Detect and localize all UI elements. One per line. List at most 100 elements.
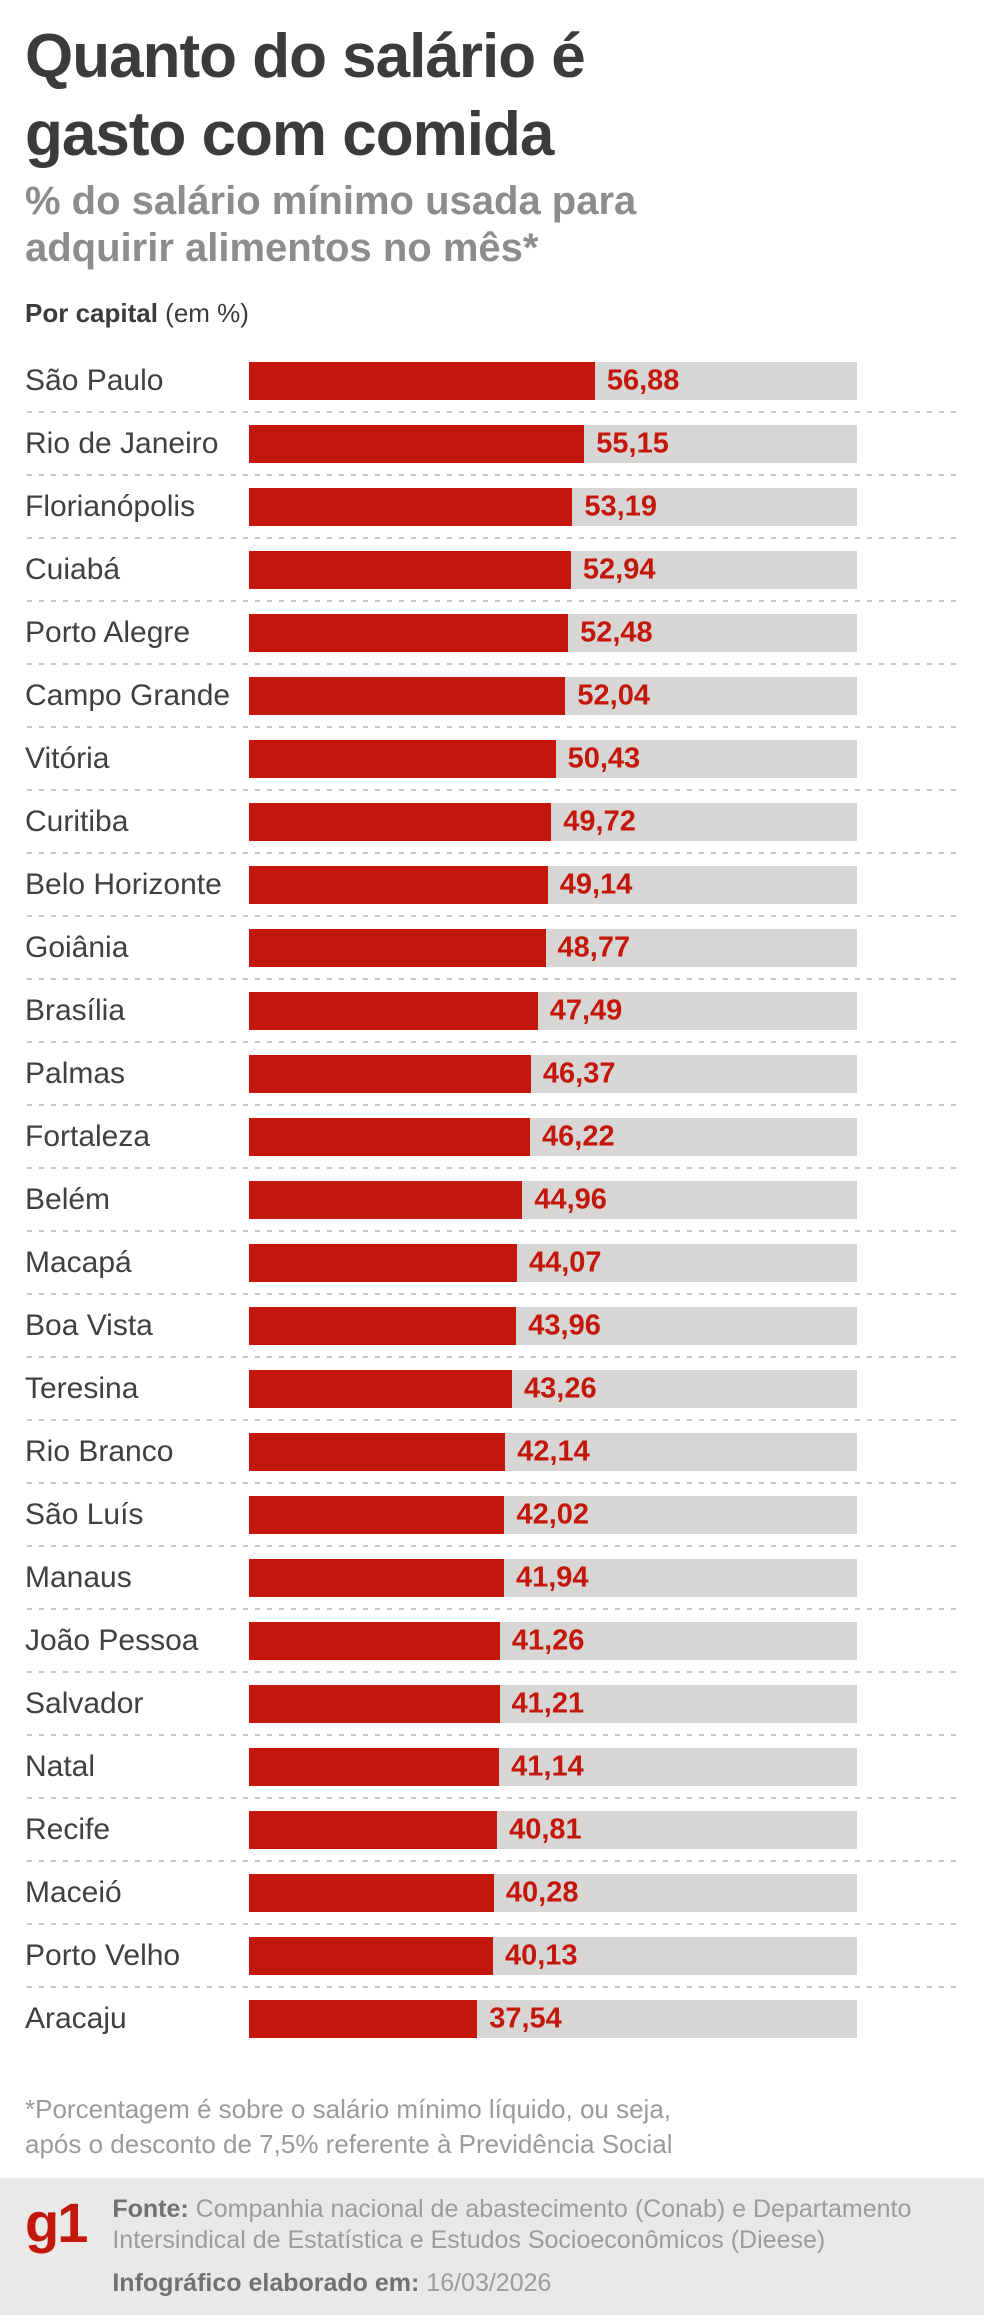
page-subtitle-line1: % do salário mínimo usada para bbox=[25, 179, 637, 223]
bar-value: 52,04 bbox=[577, 679, 650, 711]
page-subtitle: % do salário mínimo usada para adquirir … bbox=[25, 178, 984, 272]
bar-value: 40,81 bbox=[509, 1813, 582, 1845]
bar-track: 41,26 bbox=[249, 1621, 857, 1660]
elaborated-label: Infográfico elaborado em: bbox=[112, 2269, 420, 2297]
bar-label: Teresina bbox=[25, 1371, 139, 1405]
bar-value: 52,94 bbox=[582, 553, 656, 585]
bar-row: Fortaleza 46,22 bbox=[25, 1105, 984, 1169]
bar-row: Goiânia 48,77 bbox=[25, 916, 984, 980]
bar-fill bbox=[249, 928, 546, 967]
unit-label-bold: Por capital bbox=[25, 298, 158, 328]
bar-row: Porto Alegre 52,48 bbox=[25, 601, 984, 665]
bar-label: Boa Vista bbox=[25, 1308, 153, 1342]
bar-label: Belo Horizonte bbox=[25, 867, 222, 901]
bar-row: São Luís 42,02 bbox=[25, 1483, 984, 1547]
bar-track: 46,37 bbox=[249, 1054, 857, 1093]
bar-fill bbox=[249, 1306, 517, 1345]
bar-track: 42,02 bbox=[249, 1495, 857, 1534]
bar-fill bbox=[249, 1810, 498, 1849]
source-label: Fonte: bbox=[112, 2195, 189, 2223]
bar-chart: São Paulo 56,88 Rio de Janeiro 55,15 Flo… bbox=[25, 349, 984, 2050]
bar-track: 52,94 bbox=[249, 550, 857, 589]
bar-value: 43,96 bbox=[528, 1309, 601, 1341]
bar-value: 44,07 bbox=[528, 1246, 602, 1278]
bar-fill bbox=[249, 550, 571, 589]
bar-track: 42,14 bbox=[249, 1432, 857, 1471]
bar-label: Porto Velho bbox=[25, 1938, 181, 1972]
bar-label: Salvador bbox=[25, 1686, 144, 1720]
bar-row: Palmas 46,37 bbox=[25, 1042, 984, 1106]
bar-label: Maceió bbox=[25, 1875, 122, 1909]
footnote-line2: após o desconto de 7,5% referente à Prev… bbox=[25, 2129, 673, 2159]
bar-label: João Pessoa bbox=[25, 1623, 199, 1657]
bar-fill bbox=[249, 1684, 500, 1723]
bar-track: 40,28 bbox=[249, 1873, 857, 1912]
footnote: *Porcentagem é sobre o salário mínimo lí… bbox=[25, 2092, 984, 2162]
bar-row: Teresina 43,26 bbox=[25, 1357, 984, 1421]
bar-label: Manaus bbox=[25, 1560, 132, 1594]
bar-value: 40,28 bbox=[505, 1876, 579, 1908]
bar-label: Curitiba bbox=[25, 804, 129, 838]
bar-track: 50,43 bbox=[249, 739, 857, 778]
bar-value: 49,14 bbox=[559, 868, 633, 900]
bar-label: Aracaju bbox=[25, 2001, 127, 2035]
page-title-line1: Quanto do salário é bbox=[25, 22, 586, 91]
bar-value: 47,49 bbox=[549, 994, 623, 1026]
bar-label: São Paulo bbox=[25, 363, 164, 397]
bar-value: 41,26 bbox=[511, 1624, 585, 1656]
bar-row: São Paulo 56,88 bbox=[25, 349, 984, 413]
bar-label: Florianópolis bbox=[25, 489, 196, 523]
footer-band: g1 Fonte: Companhia nacional de abasteci… bbox=[0, 2178, 984, 2315]
page-title-line2: gasto com comida bbox=[25, 100, 554, 169]
elaborated-date: 16/03/2026 bbox=[419, 2269, 552, 2297]
bar-track: 49,14 bbox=[249, 865, 857, 904]
bar-value: 52,48 bbox=[580, 616, 653, 648]
bar-row: Vitória 50,43 bbox=[25, 727, 984, 791]
bar-value: 41,94 bbox=[515, 1561, 589, 1593]
bar-fill bbox=[249, 739, 556, 778]
bar-track: 52,48 bbox=[249, 613, 857, 652]
bar-track: 43,96 bbox=[249, 1306, 857, 1345]
bar-fill bbox=[249, 1117, 531, 1156]
bar-row: Brasília 47,49 bbox=[25, 979, 984, 1043]
bar-row: Maceió 40,28 bbox=[25, 1861, 984, 1925]
bar-track: 37,54 bbox=[249, 1999, 857, 2038]
bar-track: 40,13 bbox=[249, 1936, 857, 1975]
unit-label: Por capital (em %) bbox=[25, 298, 984, 329]
bar-row: Belém 44,96 bbox=[25, 1168, 984, 1232]
bar-row: Natal 41,14 bbox=[25, 1735, 984, 1799]
bar-track: 48,77 bbox=[249, 928, 857, 967]
bar-label: Goiânia bbox=[25, 930, 129, 964]
credits: Fonte: Companhia nacional de abastecimen… bbox=[112, 2194, 959, 2299]
bar-fill bbox=[249, 424, 585, 463]
bar-value: 56,88 bbox=[606, 364, 680, 396]
bar-label: Vitória bbox=[25, 741, 110, 775]
bar-value: 41,21 bbox=[511, 1687, 585, 1719]
bar-fill bbox=[249, 1054, 531, 1093]
bar-value: 55,15 bbox=[596, 427, 669, 459]
bar-fill bbox=[249, 361, 595, 400]
bar-row: Rio de Janeiro 55,15 bbox=[25, 412, 984, 476]
bar-track: 52,04 bbox=[249, 676, 857, 715]
bar-value: 53,19 bbox=[584, 490, 657, 522]
bar-value: 42,14 bbox=[517, 1435, 590, 1467]
page-title: Quanto do salário é gasto com comida bbox=[25, 18, 984, 174]
bar-label: Fortaleza bbox=[25, 1119, 151, 1153]
bar-row: Manaus 41,94 bbox=[25, 1546, 984, 1610]
bar-row: Florianópolis 53,19 bbox=[25, 475, 984, 539]
bar-track: 53,19 bbox=[249, 487, 857, 526]
bar-row: Boa Vista 43,96 bbox=[25, 1294, 984, 1358]
source-text: Companhia nacional de abastecimento (Con… bbox=[112, 2195, 912, 2254]
bar-row: Curitiba 49,72 bbox=[25, 790, 984, 854]
g1-logo: g1 bbox=[25, 2191, 88, 2254]
bar-fill bbox=[249, 1558, 504, 1597]
bar-row: Salvador 41,21 bbox=[25, 1672, 984, 1736]
bar-track: 43,26 bbox=[249, 1369, 857, 1408]
bar-fill bbox=[249, 1432, 506, 1471]
page-subtitle-line2: adquirir alimentos no mês* bbox=[25, 226, 539, 270]
bar-fill bbox=[249, 1621, 500, 1660]
bar-label: Rio Branco bbox=[25, 1434, 174, 1468]
bar-value: 46,22 bbox=[542, 1120, 615, 1152]
bar-fill bbox=[249, 1180, 523, 1219]
